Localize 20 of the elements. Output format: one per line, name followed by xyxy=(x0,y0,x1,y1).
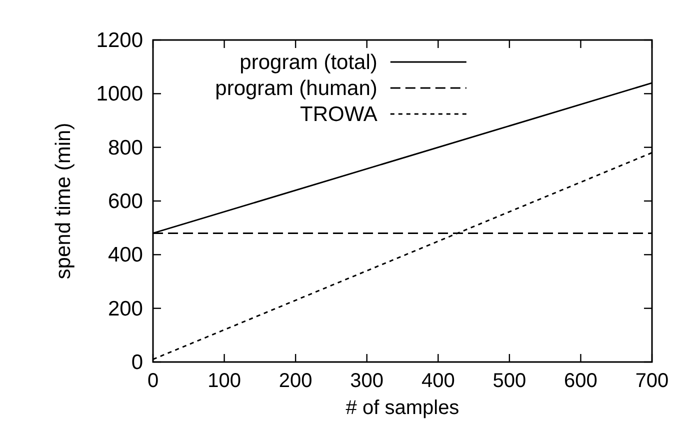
x-tick-label: 100 xyxy=(208,370,241,392)
x-tick-label: 700 xyxy=(635,370,669,392)
x-tick-label: 200 xyxy=(278,370,312,392)
y-tick-label: 800 xyxy=(108,136,143,160)
y-tick-label: 400 xyxy=(108,244,143,267)
x-axis-title: # of samples xyxy=(346,397,460,419)
x-tick-label: 0 xyxy=(147,370,159,392)
x-tick-label: 500 xyxy=(492,370,526,392)
y-axis-title: spend time (min) xyxy=(52,122,75,280)
x-tick-label: 400 xyxy=(421,370,455,392)
y-tick-label: 600 xyxy=(108,190,143,213)
y-tick-label: 0 xyxy=(131,351,143,374)
y-tick-label: 1200 xyxy=(96,29,143,52)
legend-label: TROWA xyxy=(300,103,378,126)
x-tick-label: 300 xyxy=(350,370,384,392)
legend-label: program (human) xyxy=(215,77,378,100)
y-tick-label: 200 xyxy=(108,297,143,320)
x-tick-label: 600 xyxy=(564,370,598,392)
y-tick-label: 1000 xyxy=(96,82,143,106)
legend-label: program (total) xyxy=(240,51,378,74)
